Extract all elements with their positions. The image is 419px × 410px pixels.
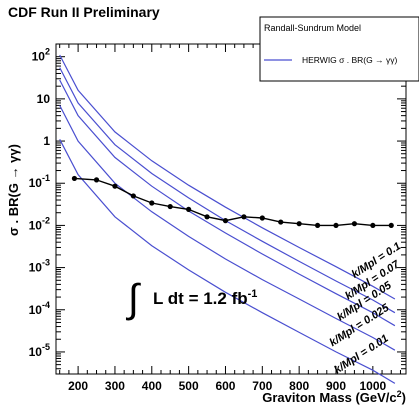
x-tick-label: 900 <box>326 379 346 393</box>
legend-title: Randall-Sundrum Model <box>264 23 361 33</box>
y-tick-label: 10-5 <box>29 342 50 359</box>
x-tick-label: 200 <box>68 379 88 393</box>
data-point <box>370 222 376 229</box>
y-axis-label: σ . BR(G → γγ) <box>6 144 21 236</box>
data-point <box>112 183 118 189</box>
data-point <box>167 203 173 210</box>
data-point <box>222 218 229 224</box>
y-tick-label: 10-1 <box>29 173 50 190</box>
integral-sign: ∫ <box>126 277 142 321</box>
x-tick-label: 500 <box>179 379 199 393</box>
data-point <box>186 206 192 212</box>
y-tick-label: 10 <box>37 92 51 106</box>
data-point <box>296 221 302 227</box>
data-point <box>351 221 358 227</box>
luminosity-text: L dt = 1.2 fb-1 <box>153 288 257 308</box>
series-line-3 <box>59 105 396 351</box>
x-axis: 200 300 400 500 600 700 800 900 1000 <box>59 44 401 393</box>
y-tick-label: 10-3 <box>29 258 50 275</box>
series-line-4 <box>59 139 396 384</box>
x-tick-label: 400 <box>142 379 162 393</box>
x-tick-label: 600 <box>215 379 235 393</box>
data-point <box>333 222 339 229</box>
chart-title: CDF Run II Preliminary <box>8 4 160 20</box>
x-tick-label: 300 <box>105 379 125 393</box>
legend-box <box>259 16 419 82</box>
x-tick-label: 700 <box>252 379 272 393</box>
data-point <box>93 177 100 183</box>
plot-frame <box>55 43 407 375</box>
series-line-5 <box>74 177 392 227</box>
data-point <box>130 193 136 199</box>
data-point <box>259 215 265 221</box>
y-tick-label: 10-4 <box>29 300 50 317</box>
data-point <box>204 214 210 220</box>
data-point <box>241 214 247 220</box>
x-tick-label: 800 <box>289 379 309 393</box>
luminosity-annotation: ∫ L dt = 1.2 fb-1 <box>126 277 257 321</box>
data-point <box>149 200 155 206</box>
series-line-2 <box>59 79 396 327</box>
y-tick-label: 102 <box>32 47 50 64</box>
x-axis-label: Graviton Mass (GeV/c2) <box>262 389 406 405</box>
data-point <box>388 222 394 229</box>
data-point <box>314 222 321 229</box>
x-tick-label: 1000 <box>359 379 386 393</box>
legend: Randall-Sundrum Model HERWIG σ . BR(G → … <box>259 16 419 82</box>
y-tick-label: 10-2 <box>29 215 50 232</box>
series-line-0 <box>59 54 396 300</box>
y-tick-label: 1 <box>43 134 50 148</box>
plot-area <box>59 54 396 384</box>
data-point <box>278 219 284 225</box>
data-point <box>71 175 78 182</box>
y-axis: 10-5 10-4 10-3 10-2 10-1 1 10 102 <box>29 43 406 375</box>
legend-entry: HERWIG σ . BR(G → γγ) <box>302 55 397 65</box>
